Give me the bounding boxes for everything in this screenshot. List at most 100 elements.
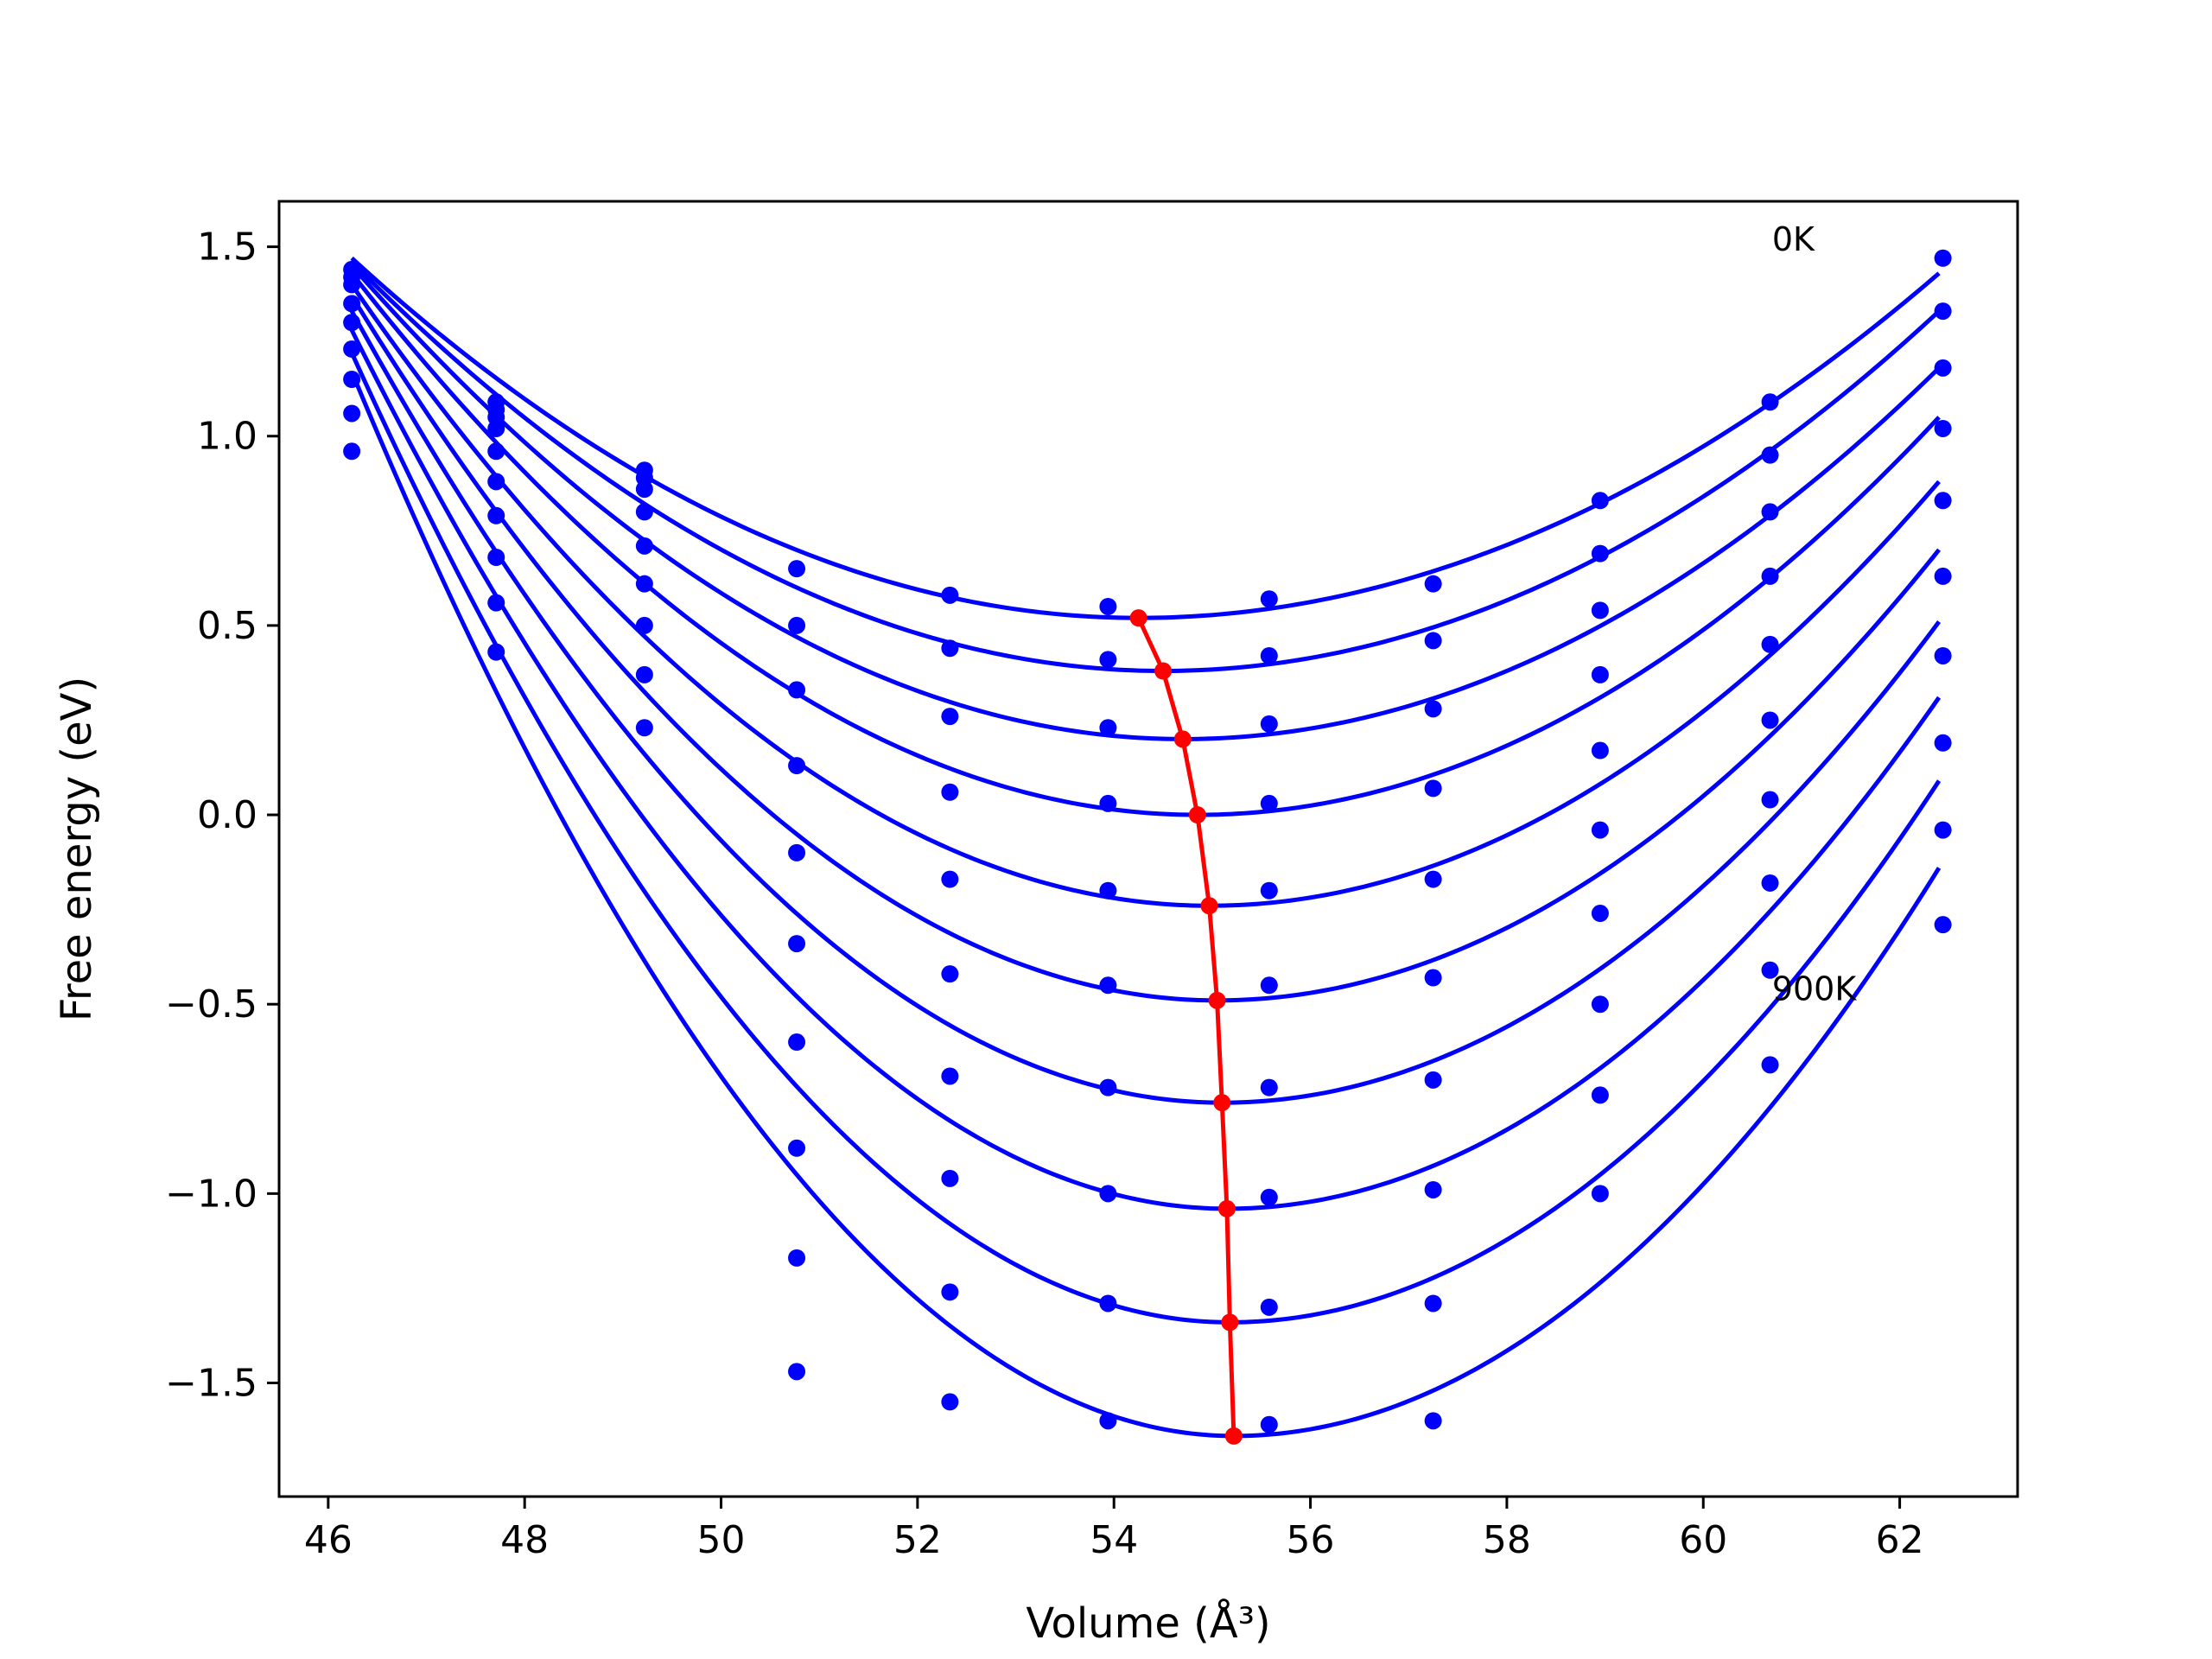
- data-point: [1934, 249, 1952, 267]
- data-point: [1934, 419, 1952, 437]
- data-point: [487, 549, 505, 567]
- data-point: [788, 616, 806, 634]
- data-point: [1761, 711, 1779, 729]
- data-point: [487, 594, 505, 612]
- x-tick-label: 48: [500, 1518, 549, 1562]
- data-point: [1591, 1185, 1609, 1203]
- data-point: [1591, 905, 1609, 923]
- data-point: [1260, 1188, 1278, 1206]
- fit-curve-5: [349, 295, 1942, 1003]
- data-point: [788, 757, 806, 775]
- data-point: [1099, 881, 1117, 899]
- data-point: [1099, 597, 1117, 615]
- x-axis-label: Volume (Å³): [1026, 1599, 1270, 1648]
- data-point: [1934, 492, 1952, 510]
- fit-curve-6: [349, 309, 1942, 1105]
- data-point: [1591, 665, 1609, 683]
- data-point: [1099, 1412, 1117, 1430]
- x-tick-label: 62: [1876, 1518, 1924, 1562]
- x-tick-label: 58: [1483, 1518, 1531, 1562]
- data-point: [941, 708, 959, 726]
- data-point: [1761, 635, 1779, 653]
- data-point: [1260, 881, 1278, 899]
- y-tick-label: −0.5: [165, 982, 257, 1027]
- data-point: [1591, 1086, 1609, 1104]
- data-point: [635, 616, 653, 634]
- y-tick-label: −1.5: [165, 1362, 257, 1406]
- data-point: [788, 935, 806, 953]
- data-point: [788, 560, 806, 578]
- y-tick-label: 0.0: [197, 793, 257, 837]
- fit-curve-2: [350, 264, 1941, 741]
- fit-curve-7: [349, 328, 1942, 1211]
- data-point: [1260, 590, 1278, 608]
- data-point: [788, 1139, 806, 1157]
- data-point: [1591, 544, 1609, 563]
- data-point: [343, 314, 361, 332]
- axes-frame: [277, 200, 2019, 1498]
- data-point: [788, 1363, 806, 1381]
- data-point: [1099, 1185, 1117, 1203]
- data-point: [1424, 870, 1442, 888]
- data-point: [941, 639, 959, 658]
- minimum-point: [1221, 1313, 1239, 1332]
- data-point: [487, 643, 505, 661]
- data-point: [1591, 821, 1609, 839]
- x-axis-ticks: 46 48 50 52 54 56 58 60 62: [304, 1497, 1924, 1562]
- data-point: [1099, 976, 1117, 995]
- data-point: [788, 843, 806, 861]
- data-point: [788, 681, 806, 699]
- data-point: [487, 442, 505, 461]
- data-point: [941, 1393, 959, 1411]
- fit-curve-3: [350, 271, 1941, 817]
- data-point: [941, 1283, 959, 1301]
- data-point: [1099, 794, 1117, 812]
- data-point: [941, 1067, 959, 1085]
- data-point: [1591, 741, 1609, 760]
- fit-curve-4: [350, 283, 1941, 908]
- data-point: [941, 870, 959, 888]
- data-point: [343, 371, 361, 389]
- data-point: [1934, 734, 1952, 752]
- data-point: [1934, 916, 1952, 934]
- plot-area: [343, 249, 1952, 1445]
- fit-curve-1: [350, 260, 1941, 673]
- y-axis-ticks: 1.5 1.0 0.5 0.0 −0.5 −1.0 −1.5: [165, 226, 279, 1406]
- data-point: [1591, 601, 1609, 620]
- data-point: [343, 295, 361, 313]
- minimum-path-line: [1136, 617, 1236, 1436]
- data-point: [1761, 791, 1779, 809]
- data-point: [635, 503, 653, 521]
- data-point: [1934, 302, 1952, 321]
- data-point: [1424, 1071, 1442, 1089]
- x-tick-label: 52: [893, 1518, 942, 1562]
- data-point: [941, 965, 959, 983]
- annotation-label: 900K: [1772, 970, 1858, 1008]
- data-point: [1761, 1056, 1779, 1074]
- data-point: [941, 1169, 959, 1187]
- x-tick-label: 46: [304, 1518, 353, 1562]
- y-axis-label: Free energy (eV): [53, 677, 101, 1021]
- minimum-point: [1188, 806, 1206, 824]
- data-point: [1761, 446, 1779, 464]
- data-point: [1761, 874, 1779, 892]
- data-point: [1260, 976, 1278, 995]
- data-point: [635, 719, 653, 737]
- minimum-point: [1213, 1094, 1231, 1112]
- data-point: [1260, 646, 1278, 664]
- minimum-point: [1173, 730, 1192, 748]
- minimum-point: [1200, 897, 1218, 915]
- data-point: [635, 575, 653, 593]
- data-point: [1424, 700, 1442, 718]
- x-tick-label: 50: [697, 1518, 746, 1562]
- data-point: [1099, 1294, 1117, 1313]
- data-point: [1761, 961, 1779, 979]
- data-point: [343, 340, 361, 358]
- data-point: [1934, 567, 1952, 585]
- y-tick-label: 1.5: [197, 226, 257, 270]
- data-point: [635, 480, 653, 499]
- data-point: [941, 586, 959, 604]
- data-point: [1260, 794, 1278, 812]
